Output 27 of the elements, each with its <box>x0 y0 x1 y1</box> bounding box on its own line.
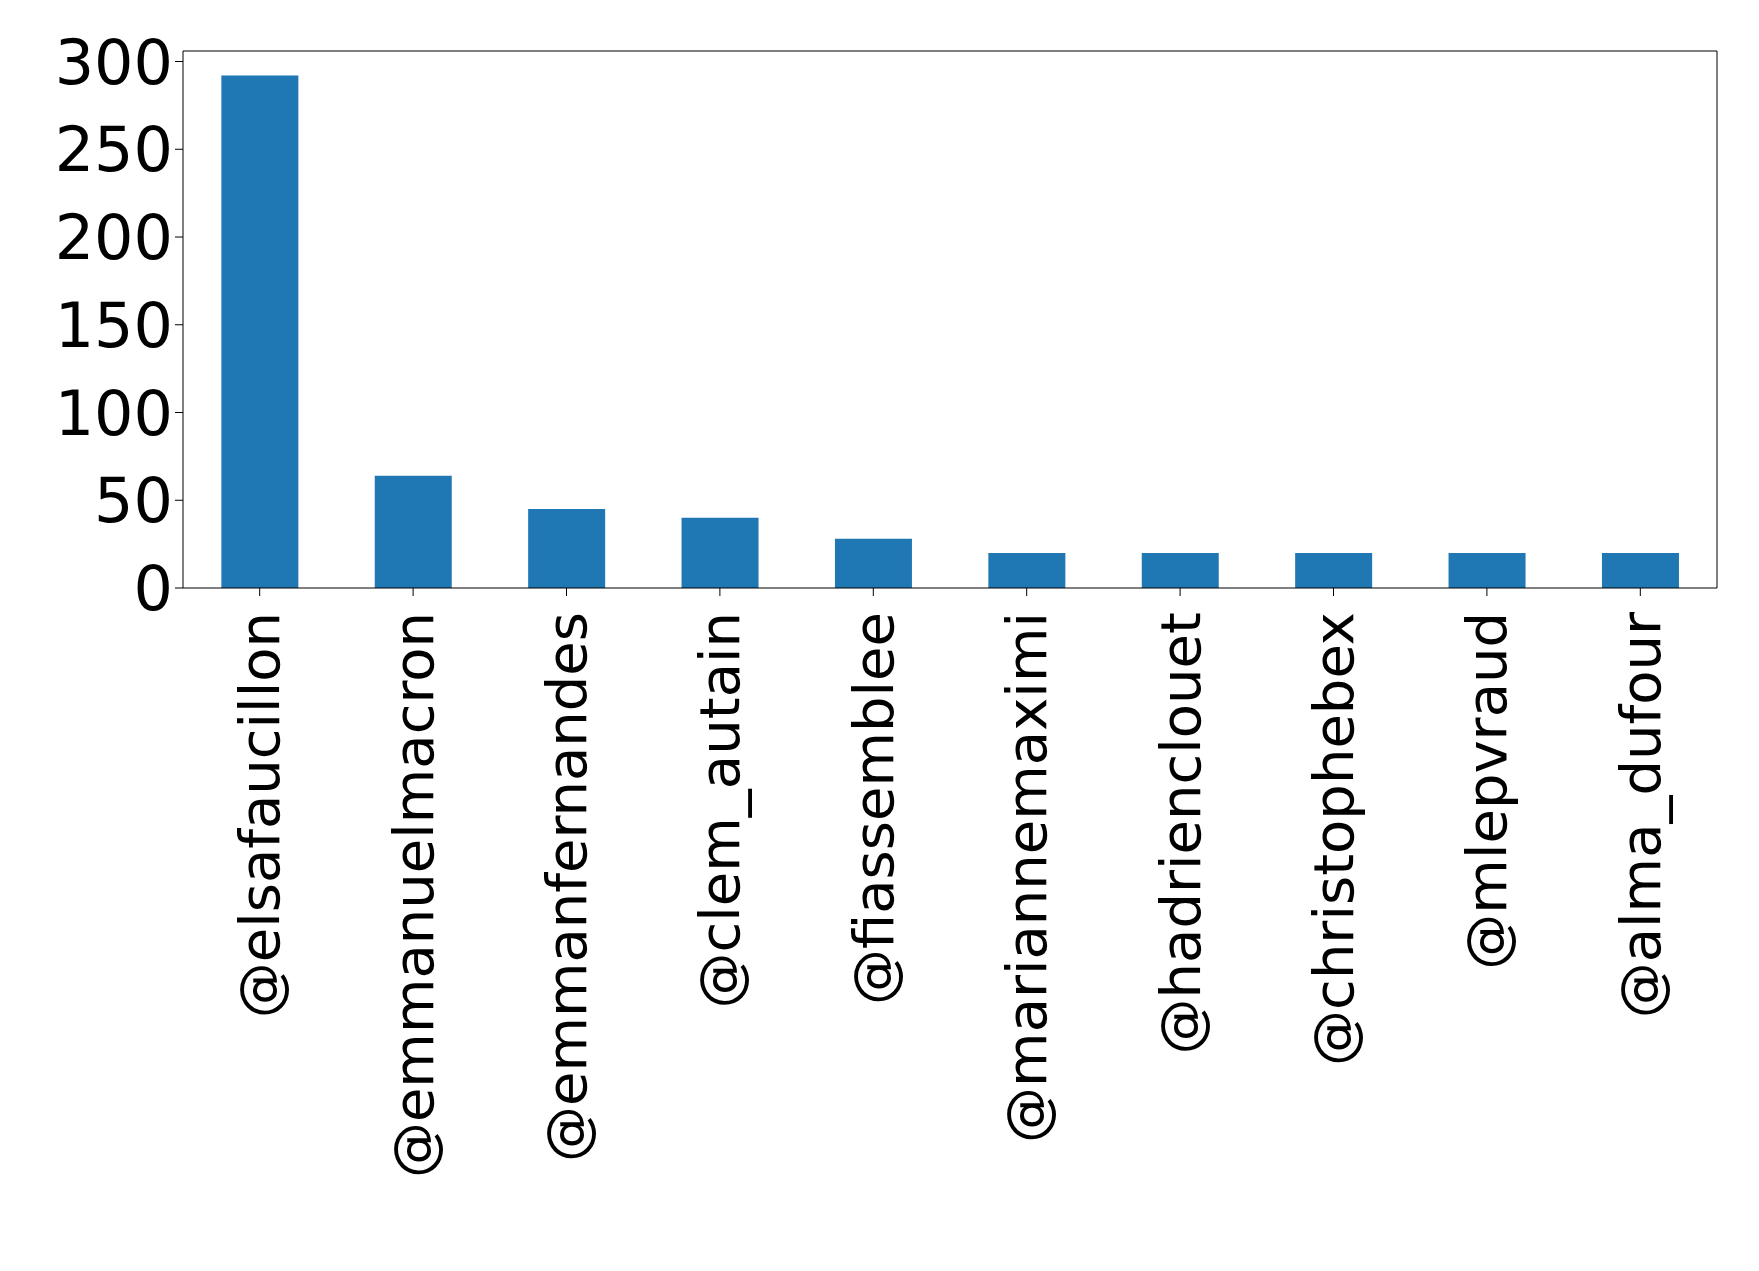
y-tick-label: 150 <box>54 288 173 362</box>
bar <box>1601 552 1679 588</box>
bar <box>1141 552 1219 588</box>
bar <box>681 517 759 588</box>
x-tick-label: @mlepvraud <box>1454 612 1520 970</box>
y-tick-label: 0 <box>133 552 173 626</box>
x-tick-label: @mariannemaximi <box>994 612 1060 1143</box>
x-tick-label: @christophebex <box>1301 612 1366 1066</box>
x-tick-label: @emmanfernandes <box>534 612 599 1163</box>
x-tick-label: @emmanuelmacron <box>380 612 446 1179</box>
bar <box>834 538 912 588</box>
bar <box>528 509 606 588</box>
bar <box>374 475 452 588</box>
bar <box>1448 552 1526 588</box>
x-tick-label: @elsafaucillon <box>227 612 293 1019</box>
y-tick-label: 250 <box>54 113 173 187</box>
y-tick-label: 200 <box>54 201 173 275</box>
bar <box>1295 552 1373 588</box>
y-tick-label: 100 <box>54 376 173 450</box>
x-tick-label: @alma_dufour <box>1607 611 1673 1019</box>
x-tick-label: @fiassemblee <box>840 612 906 1005</box>
y-tick-label: 300 <box>54 25 173 99</box>
x-tick-label: @hadrienclouet <box>1147 612 1213 1055</box>
x-tick-label: @clem_autain <box>687 612 753 1009</box>
y-tick-label: 50 <box>94 464 173 538</box>
bar <box>988 552 1066 588</box>
bar <box>221 75 299 588</box>
